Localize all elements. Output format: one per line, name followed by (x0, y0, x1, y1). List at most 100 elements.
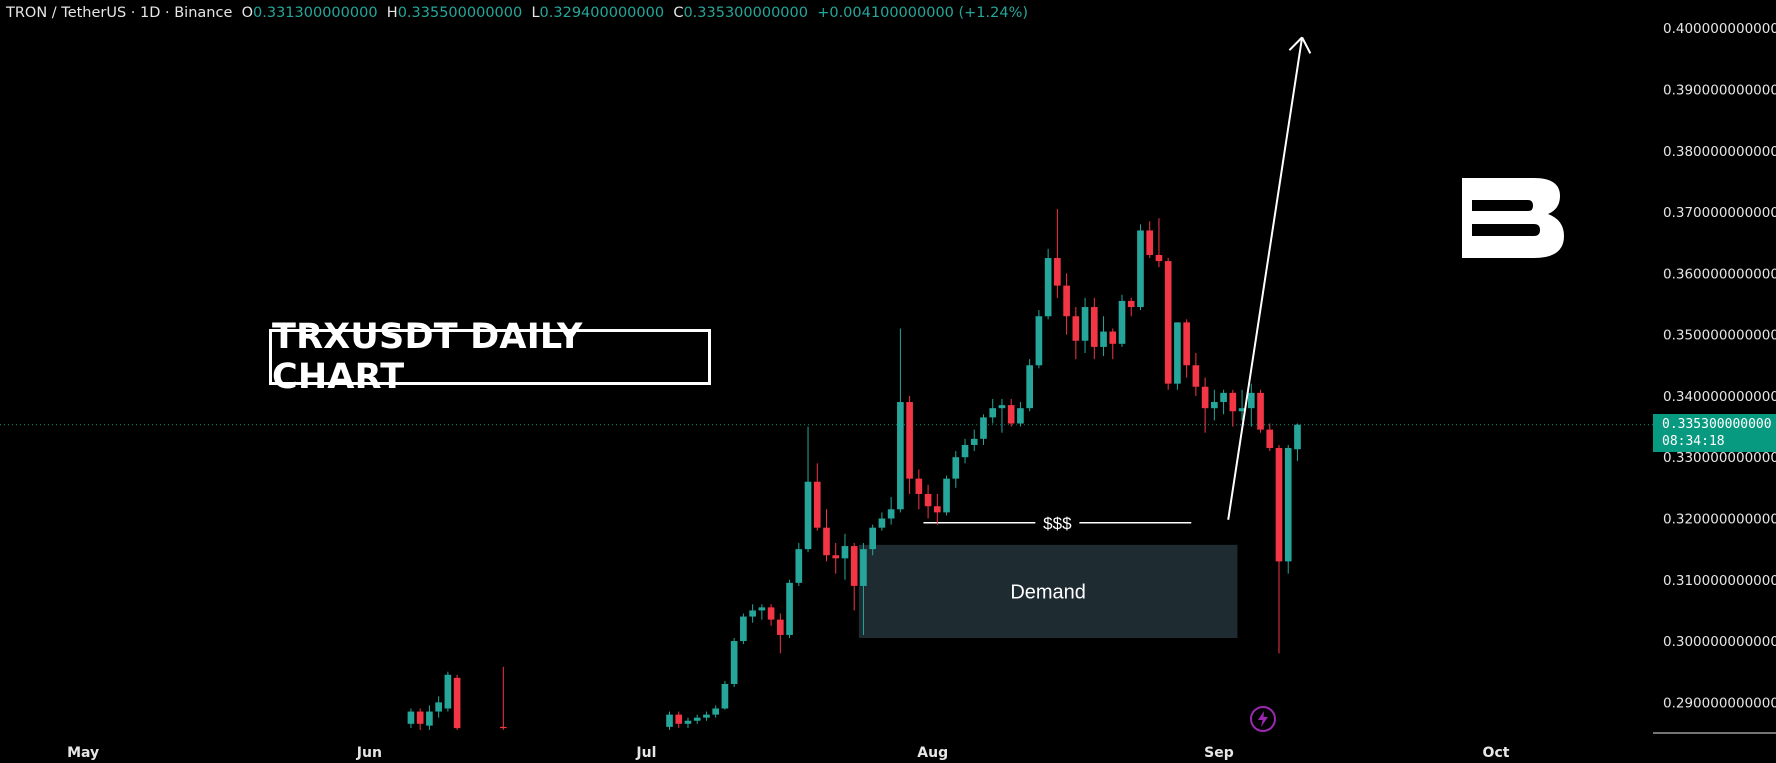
candle-body (804, 481, 812, 550)
demand-zone[interactable] (858, 544, 1238, 639)
symbol-legend[interactable]: TRON / TetherUS · 1D · Binance O0.331300… (6, 5, 1028, 21)
candle (675, 711, 683, 729)
candle (1072, 307, 1080, 360)
candle (970, 429, 978, 452)
candle-body (666, 714, 673, 727)
candle-body (998, 405, 1006, 409)
candle (1035, 310, 1043, 369)
arrow-head (1288, 36, 1303, 51)
candle-body (970, 438, 978, 445)
candle (1284, 444, 1292, 574)
chart-title: TRXUSDT DAILY CHART (272, 317, 583, 397)
price-tick-label: 0.400000000000 (1663, 21, 1776, 37)
chart-title-box[interactable]: TRXUSDT DAILY CHART (269, 317, 711, 397)
candle-body (1109, 331, 1117, 344)
candle-body (1137, 230, 1144, 308)
candle-body (1044, 258, 1052, 317)
liquidity-line[interactable]: $$$ (923, 514, 1192, 533)
candle (813, 463, 821, 531)
candle (1174, 322, 1181, 390)
candle (758, 604, 766, 620)
candle-body (933, 506, 941, 513)
price-tick-label: 0.360000000000 (1663, 266, 1776, 282)
candle (1192, 353, 1200, 396)
projection-arrow[interactable] (1227, 36, 1312, 520)
candle (740, 613, 747, 645)
candle-body (740, 616, 747, 642)
candle-body (989, 408, 997, 418)
candle (915, 469, 923, 510)
candle (850, 543, 858, 611)
price-tick-label: 0.330000000000 (1663, 450, 1776, 466)
candle (407, 708, 415, 729)
candle-body (924, 493, 932, 507)
candle (943, 475, 950, 516)
candle-body (1275, 448, 1283, 562)
candle-body (943, 478, 950, 513)
liquidity-label: $$$ (1043, 514, 1072, 533)
candle-body (878, 518, 886, 528)
time-axis[interactable]: May Jun Jul Aug Sep Oct (67, 745, 1510, 761)
open-value: 0.331300000000 (253, 5, 378, 21)
candle (1183, 319, 1190, 378)
candle-body (1192, 365, 1200, 387)
candle (832, 543, 840, 574)
candle-body (1238, 408, 1246, 412)
candle-body (1072, 316, 1080, 341)
candle-body (1183, 322, 1190, 366)
price-axis[interactable]: 0.290000000000 0.300000000000 0.3100000000… (1663, 21, 1776, 711)
candle (426, 705, 433, 730)
candle (1211, 389, 1218, 421)
candle-body (730, 641, 738, 684)
candle-body (915, 478, 923, 494)
candle (666, 711, 673, 730)
candle-body (1174, 322, 1181, 384)
candle-body (767, 607, 775, 620)
candle (1081, 297, 1089, 354)
candle-body (1155, 254, 1163, 262)
candle (887, 497, 895, 525)
candle-body (1090, 307, 1098, 347)
candle (1220, 389, 1227, 415)
candle-body (1284, 448, 1292, 562)
candle (1127, 297, 1135, 317)
candle-body (961, 444, 969, 458)
candle-body (813, 481, 821, 528)
candle-body (426, 711, 433, 726)
candle (998, 398, 1006, 433)
candle (1090, 297, 1098, 360)
low-label: L (531, 5, 540, 21)
candle (1109, 328, 1117, 360)
candle (435, 696, 442, 718)
candle (795, 543, 803, 586)
candle-body (795, 549, 803, 583)
lightning-icon[interactable] (1249, 705, 1277, 733)
candle (777, 613, 784, 654)
candle (499, 666, 507, 730)
candle (1266, 423, 1274, 452)
date-tick-label: May (67, 745, 99, 761)
candle (1007, 398, 1015, 427)
date-tick-label: Aug (917, 745, 948, 761)
candle (1275, 444, 1283, 654)
candle (1229, 389, 1237, 427)
candle-body (1026, 365, 1033, 409)
candle-body (906, 402, 913, 479)
candle-body (444, 674, 452, 709)
candle-body (1257, 392, 1264, 430)
candle-body (1164, 261, 1172, 384)
candle (684, 717, 692, 729)
candle (897, 328, 904, 513)
candle (1017, 402, 1024, 427)
demand-label: Demand (1010, 581, 1086, 603)
candle-body (1100, 331, 1107, 347)
candle (1294, 423, 1301, 461)
candle (1026, 359, 1033, 412)
low-value: 0.329400000000 (539, 5, 665, 21)
candle-body (1035, 316, 1043, 366)
candle (1146, 221, 1154, 259)
symbol-name: TRON / TetherUS · 1D · Binance (6, 5, 233, 21)
candle-body (1017, 408, 1024, 424)
candle-body (693, 717, 701, 721)
